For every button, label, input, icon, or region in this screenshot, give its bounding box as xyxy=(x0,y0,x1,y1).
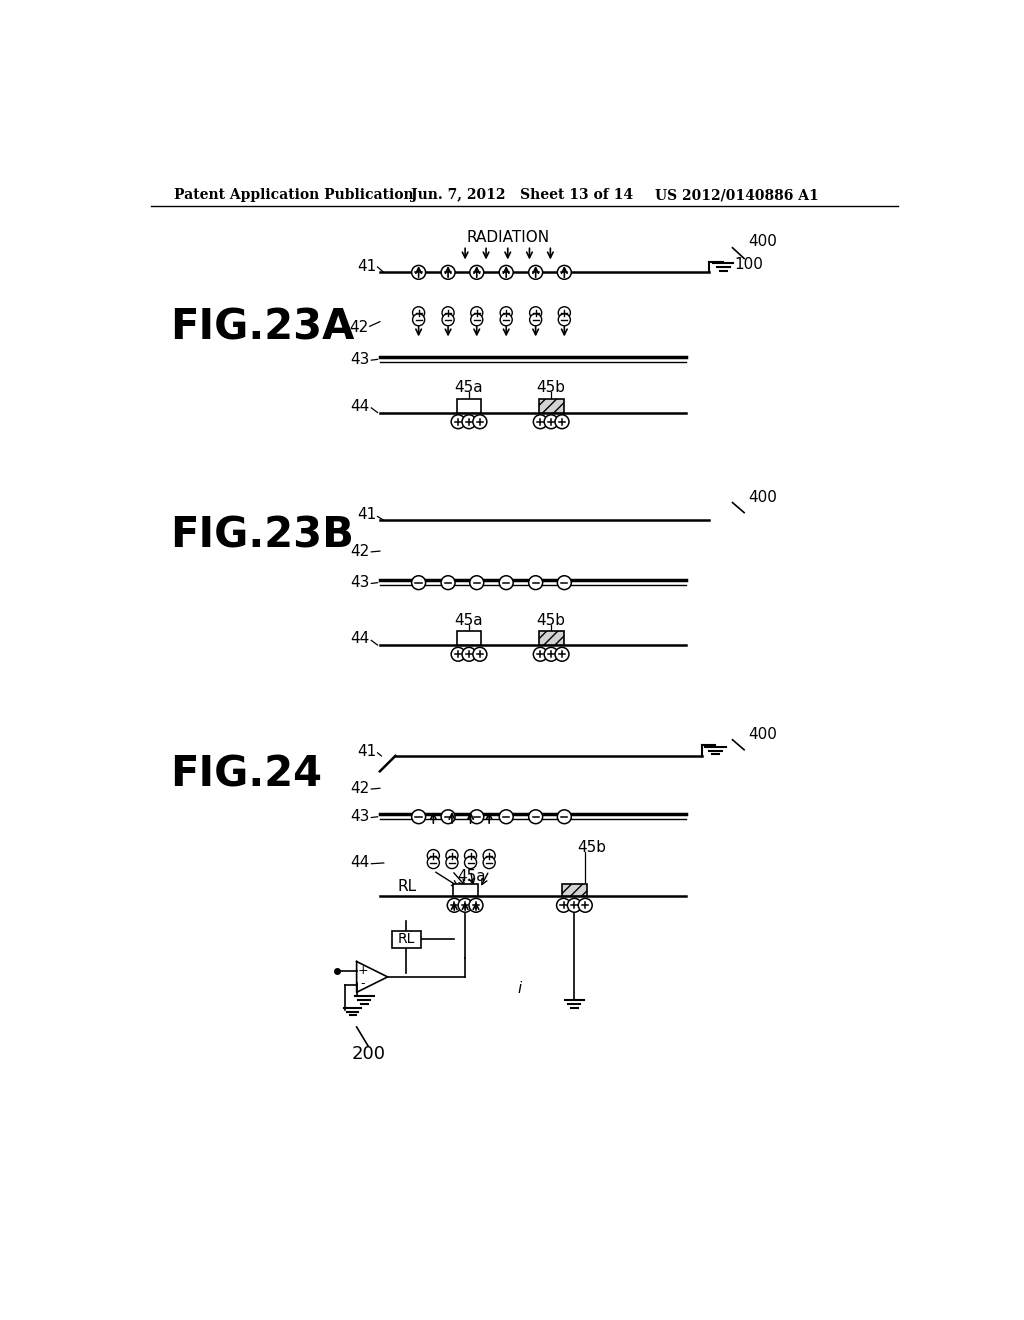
Text: 44: 44 xyxy=(350,855,370,870)
Circle shape xyxy=(558,306,570,318)
Circle shape xyxy=(528,265,543,280)
Circle shape xyxy=(427,857,439,869)
Text: 42: 42 xyxy=(350,544,370,558)
Text: 45a: 45a xyxy=(455,380,483,396)
Bar xyxy=(539,631,563,645)
Circle shape xyxy=(441,576,455,590)
Circle shape xyxy=(557,576,571,590)
Text: 400: 400 xyxy=(748,490,777,504)
Text: 45b: 45b xyxy=(537,380,565,396)
Text: +: + xyxy=(357,964,369,977)
Text: 44: 44 xyxy=(350,399,370,414)
Circle shape xyxy=(555,647,569,661)
Text: 43: 43 xyxy=(350,576,370,590)
Circle shape xyxy=(528,576,543,590)
Circle shape xyxy=(471,306,482,318)
Text: 42: 42 xyxy=(349,321,369,335)
Circle shape xyxy=(534,414,547,429)
Circle shape xyxy=(473,414,486,429)
Circle shape xyxy=(442,306,454,318)
Circle shape xyxy=(413,314,425,326)
Circle shape xyxy=(483,850,496,862)
Circle shape xyxy=(470,576,483,590)
Text: 41: 41 xyxy=(356,743,376,759)
Circle shape xyxy=(470,809,483,824)
Circle shape xyxy=(555,414,569,429)
Text: 400: 400 xyxy=(748,727,777,742)
Circle shape xyxy=(558,314,570,326)
Circle shape xyxy=(483,857,496,869)
Text: 200: 200 xyxy=(351,1045,385,1063)
Text: 41: 41 xyxy=(356,259,376,273)
Bar xyxy=(539,399,563,413)
Text: FIG.23A: FIG.23A xyxy=(171,306,355,348)
Bar xyxy=(457,631,481,645)
Text: FIG.24: FIG.24 xyxy=(171,754,323,796)
Text: 400: 400 xyxy=(748,234,777,249)
Circle shape xyxy=(452,647,465,661)
Circle shape xyxy=(544,414,558,429)
Text: Patent Application Publication: Patent Application Publication xyxy=(174,189,414,202)
Circle shape xyxy=(442,314,454,326)
Text: i: i xyxy=(517,981,521,997)
Circle shape xyxy=(557,809,571,824)
Text: 41: 41 xyxy=(356,507,376,523)
Text: RL: RL xyxy=(397,932,415,946)
Text: 45b: 45b xyxy=(578,840,606,855)
Circle shape xyxy=(445,857,458,869)
Circle shape xyxy=(441,809,455,824)
Bar xyxy=(562,884,587,896)
Circle shape xyxy=(462,414,476,429)
Circle shape xyxy=(500,576,513,590)
Circle shape xyxy=(452,414,465,429)
Text: 45a: 45a xyxy=(458,869,486,883)
Circle shape xyxy=(544,647,558,661)
Circle shape xyxy=(447,899,461,912)
Circle shape xyxy=(465,857,476,869)
Text: 43: 43 xyxy=(350,352,370,367)
Circle shape xyxy=(470,265,483,280)
Circle shape xyxy=(412,576,426,590)
Circle shape xyxy=(500,809,513,824)
Circle shape xyxy=(462,647,476,661)
Text: Jun. 7, 2012   Sheet 13 of 14: Jun. 7, 2012 Sheet 13 of 14 xyxy=(411,189,633,202)
Circle shape xyxy=(579,899,592,912)
Circle shape xyxy=(427,850,439,862)
Circle shape xyxy=(445,850,458,862)
Text: 42: 42 xyxy=(350,780,370,796)
Circle shape xyxy=(473,647,486,661)
Bar xyxy=(457,399,481,413)
Circle shape xyxy=(413,306,425,318)
Text: 43: 43 xyxy=(350,809,370,824)
Circle shape xyxy=(465,850,476,862)
Circle shape xyxy=(529,314,542,326)
Text: RL: RL xyxy=(397,879,417,895)
Circle shape xyxy=(529,306,542,318)
Circle shape xyxy=(534,647,547,661)
Text: -: - xyxy=(360,977,366,990)
Text: 44: 44 xyxy=(350,631,370,647)
Circle shape xyxy=(471,314,482,326)
Circle shape xyxy=(567,899,582,912)
Text: FIG.23B: FIG.23B xyxy=(171,515,354,557)
Circle shape xyxy=(528,809,543,824)
Circle shape xyxy=(469,899,483,912)
Circle shape xyxy=(557,265,571,280)
Text: RADIATION: RADIATION xyxy=(466,230,549,246)
Circle shape xyxy=(500,306,512,318)
Circle shape xyxy=(500,265,513,280)
Circle shape xyxy=(500,314,512,326)
Text: 45b: 45b xyxy=(537,612,565,628)
Circle shape xyxy=(441,265,455,280)
Circle shape xyxy=(458,899,472,912)
Circle shape xyxy=(412,265,426,280)
Text: 45a: 45a xyxy=(455,612,483,628)
Bar xyxy=(391,931,421,948)
Text: 100: 100 xyxy=(734,257,763,272)
Circle shape xyxy=(557,899,570,912)
Circle shape xyxy=(412,809,426,824)
Text: US 2012/0140886 A1: US 2012/0140886 A1 xyxy=(655,189,819,202)
Bar xyxy=(453,884,477,896)
